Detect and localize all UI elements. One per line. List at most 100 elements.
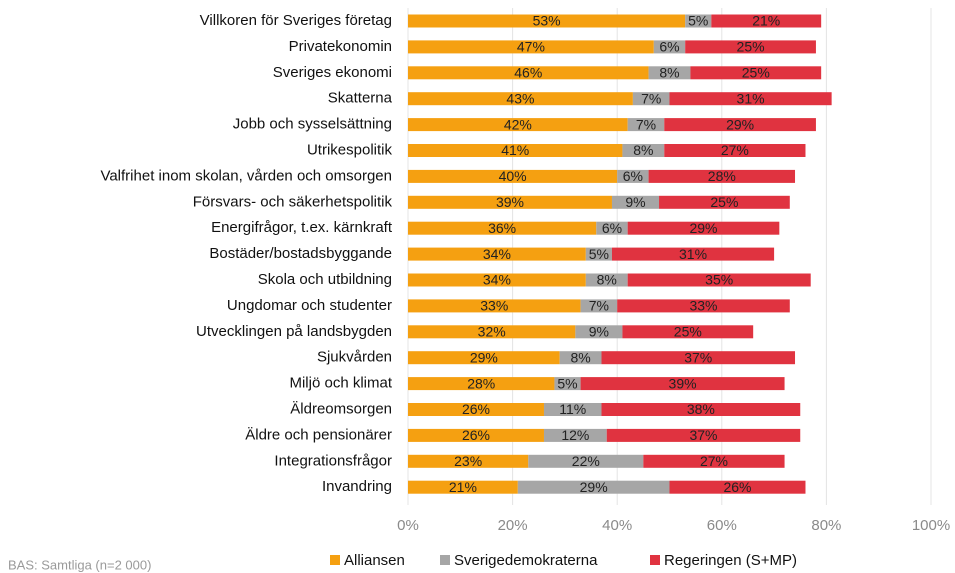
value-label: 25% xyxy=(674,324,702,340)
bar-segment xyxy=(580,299,618,313)
bar-segment xyxy=(711,14,822,28)
value-label: 47% xyxy=(517,39,545,55)
value-label: 25% xyxy=(737,39,765,55)
bar-segment xyxy=(617,169,649,183)
bar-segment xyxy=(627,221,780,235)
value-label: 29% xyxy=(580,479,608,495)
category-label: Bostäder/bostadsbyggande xyxy=(209,245,392,262)
x-tick-label: 80% xyxy=(811,517,841,534)
value-label: 33% xyxy=(689,298,717,314)
value-label: 38% xyxy=(687,401,715,417)
bar-segment xyxy=(664,144,806,157)
category-label: Energifrågor, t.ex. kärnkraft xyxy=(211,219,393,236)
bar-segment xyxy=(622,325,754,339)
x-tick-label: 0% xyxy=(397,517,419,534)
bar-segment xyxy=(611,195,660,209)
category-label: Skola och utbildning xyxy=(258,271,392,288)
category-label: Utvecklingen på landsbygden xyxy=(196,323,392,340)
value-label: 9% xyxy=(625,194,645,210)
value-label: 6% xyxy=(602,220,622,236)
value-label: 5% xyxy=(688,13,708,29)
value-label: 41% xyxy=(501,142,529,158)
value-label: 35% xyxy=(705,272,733,288)
bar-segment xyxy=(408,273,586,287)
bar-segment xyxy=(611,247,775,261)
x-tick-label: 100% xyxy=(912,517,950,534)
bar-segment xyxy=(408,66,649,80)
value-label: 7% xyxy=(636,116,656,132)
value-label: 21% xyxy=(752,13,780,29)
bar-segment xyxy=(580,377,785,391)
category-label: Miljö och klimat xyxy=(289,375,392,392)
category-label: Ungdomar och studenter xyxy=(227,297,392,314)
bar-segment xyxy=(643,454,785,468)
bar-segment xyxy=(408,40,654,54)
value-label: 8% xyxy=(659,65,679,81)
value-label: 34% xyxy=(483,246,511,262)
category-label: Skatterna xyxy=(328,90,393,107)
value-label: 53% xyxy=(533,13,561,29)
value-label: 6% xyxy=(659,39,679,55)
category-label: Invandring xyxy=(322,478,392,495)
value-label: 27% xyxy=(700,453,728,469)
value-label: 11% xyxy=(559,401,586,417)
value-label: 43% xyxy=(506,90,534,106)
bar-segment xyxy=(601,403,801,416)
legend-label: Alliansen xyxy=(344,552,405,569)
value-label: 8% xyxy=(597,272,617,288)
value-label: 8% xyxy=(633,142,653,158)
bar-segment xyxy=(622,144,665,157)
value-label: 29% xyxy=(726,116,754,132)
category-label: Äldreomsorgen xyxy=(290,400,392,417)
bar-segment xyxy=(408,351,560,365)
bar-segment xyxy=(632,92,670,106)
bar-segment xyxy=(517,480,670,494)
value-label: 26% xyxy=(462,427,490,443)
value-label: 46% xyxy=(514,65,542,81)
bar-segment xyxy=(408,118,628,132)
value-label: 25% xyxy=(742,65,770,81)
bar-segment xyxy=(664,118,816,132)
category-label: Valfrihet inom skolan, vården och omsorg… xyxy=(100,167,392,184)
bar-segment xyxy=(408,454,529,468)
bar-segment xyxy=(408,195,612,209)
value-label: 37% xyxy=(689,427,717,443)
footnote: BAS: Samtliga (n=2 000) xyxy=(8,557,151,572)
bar-segment xyxy=(585,247,612,261)
bar-segment xyxy=(408,14,686,28)
bar-segment xyxy=(648,169,796,183)
x-tick-label: 60% xyxy=(707,517,737,534)
value-label: 27% xyxy=(721,142,749,158)
category-label: Jobb och sysselsättning xyxy=(233,116,392,133)
value-label: 23% xyxy=(454,453,482,469)
bar-segment xyxy=(653,40,686,54)
value-label: 39% xyxy=(669,375,697,391)
bar-segment xyxy=(408,221,597,235)
value-label: 25% xyxy=(710,194,738,210)
value-label: 26% xyxy=(723,479,751,495)
category-label: Försvars- och säkerhetspolitik xyxy=(193,193,393,210)
bar-segment xyxy=(685,40,816,54)
bar-segment xyxy=(606,428,801,442)
value-label: 8% xyxy=(570,349,590,365)
value-label: 34% xyxy=(483,272,511,288)
value-label: 36% xyxy=(488,220,516,236)
bar-segment xyxy=(601,351,796,365)
x-tick-label: 20% xyxy=(498,517,528,534)
bar-segment xyxy=(659,195,790,209)
value-label: 29% xyxy=(689,220,717,236)
category-label: Sjukvården xyxy=(317,349,392,366)
bar-segment xyxy=(408,428,544,442)
bar-segment xyxy=(408,169,618,183)
value-label: 12% xyxy=(561,427,589,443)
value-label: 26% xyxy=(462,401,490,417)
bar-segment xyxy=(528,454,644,468)
legend-swatch xyxy=(330,555,340,565)
value-label: 28% xyxy=(467,375,495,391)
value-label: 6% xyxy=(623,168,643,184)
x-tick-label: 40% xyxy=(602,517,632,534)
bar-segment xyxy=(648,66,691,80)
value-label: 39% xyxy=(496,194,524,210)
bar-segment xyxy=(585,273,628,287)
